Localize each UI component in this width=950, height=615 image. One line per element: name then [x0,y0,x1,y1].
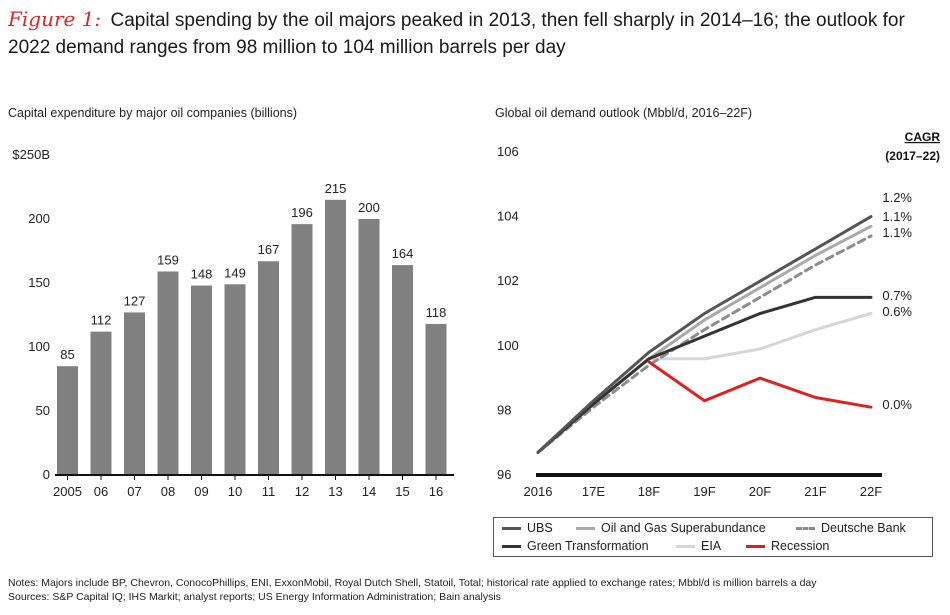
line-y-tick-label: 104 [497,209,519,224]
line-x-tick-label: 17E [582,484,605,499]
bar-chart-title: Capital expenditure by major oil compani… [8,106,298,120]
bar-value-label: 118 [426,305,447,320]
bar-value-label: 159 [157,252,179,267]
bar-chart: 0 50 100 150 200 $250B 85 2005 112 06 127 07 159 08 14… [12,147,454,499]
bar-y-tick-label: 0 [43,467,50,482]
bar-x-tick-label: 09 [194,484,208,499]
cagr-period: (2017–22) [885,149,940,163]
figure-title: Figure 1: Capital spending by the oil ma… [8,6,948,61]
cagr-value: 0.6% [882,304,912,319]
bar-x-tick-label: 2005 [53,484,82,499]
legend-label-eia: EIA [701,539,722,553]
cagr-value: 0.7% [882,288,912,303]
series-line-oil-and-gas-superabundance [536,224,873,454]
bar-y-tick-label: 200 [28,211,50,226]
cagr-value: 0.0% [882,397,912,412]
bar-x-tick-label: 11 [262,484,276,499]
bar-x-tick-label: 12 [295,484,309,499]
legend-label-deutsche: Deutsche Bank [821,521,906,535]
line-y-tick-label: 96 [497,467,511,482]
bar-x-tick-label: 07 [127,484,141,499]
legend-item-eia: EIA [676,539,721,553]
bar-value-label: 200 [358,200,380,215]
figure-title-text: Capital spending by the oil majors peake… [8,10,905,58]
legend-label-recession: Recession [771,539,830,553]
legend-swatch-ubs [502,526,521,530]
bar-08 [157,271,179,475]
notes-text: Notes: Majors include BP, Chevron, Conoc… [8,577,817,589]
bar-12 [291,224,313,475]
legend-item-green: Green Transformation [502,539,649,553]
legend-item-recession: Recession [746,539,829,553]
bar-value-label: 167 [258,242,280,257]
legend-item-superabundance: Oil and Gas Superabundance [576,521,766,535]
bar-y-tick-label: 100 [28,339,50,354]
bar-x-tick-label: 13 [328,484,342,499]
bar-09 [191,285,212,475]
bar-14 [358,219,380,475]
line-x-tick-label: 2016 [524,484,553,499]
bar-11 [258,261,279,475]
bar-value-label: 127 [124,293,146,308]
bar-x-tick-label: 16 [429,484,443,499]
series-line-recession [647,360,873,409]
legend-swatch-deutsche [796,526,815,530]
line-y-tick-label: 98 [497,402,511,417]
figure-label: Figure 1: [8,7,102,31]
line-y-tick-label: 102 [497,273,519,288]
bar-value-label: 196 [291,205,313,220]
series-line-ubs [536,215,873,454]
line-chart-title: Global oil demand outlook (Mbbl/d, 2016–… [495,106,753,120]
legend-item-ubs: UBS [502,521,553,535]
bar-value-label: 164 [392,246,414,261]
line-x-tick-label: 22F [860,484,882,499]
sources-text: Sources: S&P Capital IQ; IHS Markit; ana… [8,591,501,603]
cagr-value: 1.2% [882,190,912,205]
bar-y-tick-label: 150 [28,275,50,290]
cagr-header: CAGR [905,130,941,144]
bar-10 [224,284,246,475]
bar-x-tick-label: 08 [161,484,175,499]
legend-swatch-green [502,544,521,548]
bar-value-label: 148 [191,267,213,282]
bar-value-label: 112 [91,313,112,328]
bar-2005 [57,366,78,475]
bar-x-tick-label: 06 [94,484,108,499]
bar-x-tick-label: 14 [362,484,376,499]
legend-item-deutsche: Deutsche Bank [796,521,906,535]
cagr-value: 1.1% [882,225,912,240]
bar-13 [325,199,346,476]
series-line-eia [536,312,873,454]
bar-x-tick-label: 15 [395,484,409,499]
bar-06 [90,331,112,475]
bar-y-tick-label: $250B [12,147,50,162]
legend-swatch-recession [746,544,765,548]
cagr-value: 1.1% [882,209,912,224]
line-chart: 96 98 100 102 104 106 2016 17E 18F 19F 20F 21F 22F CA… [497,130,941,499]
legend-label-superabundance: Oil and Gas Superabundance [601,521,766,535]
legend-swatch-eia [676,544,695,548]
bar-y-tick-label: 50 [36,403,50,418]
line-y-tick-label: 106 [497,144,519,159]
bar-15 [392,265,413,475]
line-x-tick-label: 19F [693,484,715,499]
line-x-tick-label: 18F [638,484,660,499]
legend-label-green: Green Transformation [527,539,649,553]
line-chart-legend: UBS Oil and Gas Superabundance Deutsche … [493,517,933,557]
bar-x-tick-label: 10 [228,484,242,499]
bar-16 [425,323,447,475]
series-line-deutsche-bank [536,234,873,454]
legend-swatch-superabundance [576,526,595,530]
line-x-tick-label: 21F [804,484,826,499]
series-line-green-transformation [536,295,873,454]
bar-07 [124,312,145,475]
bar-value-label: 215 [325,181,347,196]
line-x-tick-label: 20F [749,484,771,499]
line-y-tick-label: 100 [497,338,519,353]
bar-value-label: 149 [224,265,246,280]
legend-label-ubs: UBS [527,521,553,535]
bar-value-label: 85 [60,347,74,362]
